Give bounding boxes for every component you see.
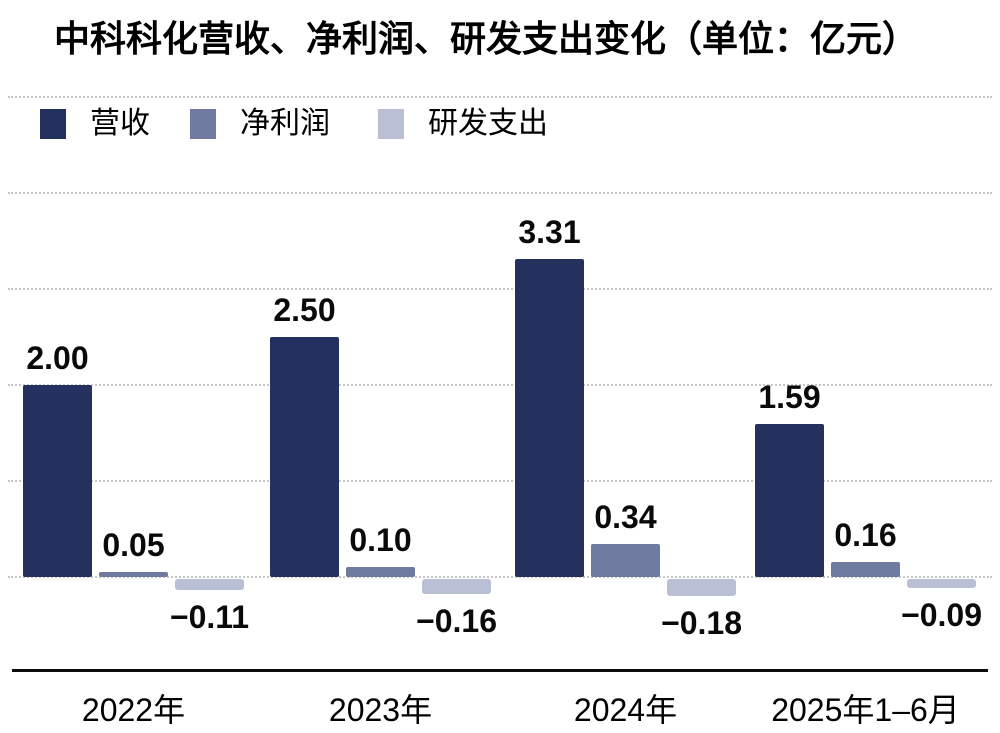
value-label-净利润-2022年: 0.05	[102, 527, 165, 563]
legend-label: 营收	[90, 107, 150, 140]
x-axis-label-2023年: 2023年	[328, 692, 433, 728]
value-label-营收-2025年1–6月: 1.59	[758, 379, 821, 415]
value-label-营收-2023年: 2.50	[273, 292, 336, 328]
bar-营收-2022年	[23, 385, 92, 577]
x-axis-line	[12, 669, 988, 672]
value-label-净利润-2024年: 0.34	[594, 499, 657, 535]
bar-营收-2024年	[515, 259, 584, 577]
bar-研发支出-2022年	[175, 579, 244, 590]
legend-item-rnd-spending: 研发支出	[378, 106, 548, 142]
value-label-研发支出-2022年: −0.11	[169, 599, 250, 635]
gridline	[8, 288, 992, 290]
bar-净利润-2023年	[346, 567, 415, 577]
chart-title: 中科科化营收、净利润、研发支出变化（单位：亿元）	[54, 18, 919, 59]
gridline	[8, 192, 992, 194]
x-axis-label-2022年: 2022年	[81, 692, 186, 728]
value-label-研发支出-2025年1–6月: −0.09	[901, 597, 982, 633]
legend-item-net-profit: 净利润	[190, 106, 330, 142]
rnd-swatch-icon	[378, 109, 404, 139]
gridline	[8, 96, 992, 98]
legend-label: 研发支出	[428, 107, 548, 140]
revenue-swatch-icon	[40, 109, 66, 139]
value-label-研发支出-2023年: −0.16	[416, 603, 497, 639]
value-label-净利润-2025年1–6月: 0.16	[834, 517, 897, 553]
bar-研发支出-2025年1–6月	[907, 579, 976, 588]
bar-营收-2025年1–6月	[755, 424, 824, 577]
gridline	[8, 480, 992, 482]
bar-净利润-2022年	[99, 572, 168, 577]
value-label-营收-2024年: 3.31	[518, 214, 581, 250]
bar-研发支出-2023年	[422, 579, 491, 594]
bar-研发支出-2024年	[667, 579, 736, 596]
legend-item-revenue: 营收	[40, 106, 150, 142]
x-axis-label-2024年: 2024年	[573, 692, 678, 728]
value-label-营收-2022年: 2.00	[26, 340, 89, 376]
zero-baseline-gridline	[8, 576, 992, 578]
bar-营收-2023年	[270, 337, 339, 577]
bar-净利润-2024年	[591, 544, 660, 577]
bar-净利润-2025年1–6月	[831, 562, 900, 577]
gridline	[8, 384, 992, 386]
legend-label: 净利润	[240, 107, 330, 140]
value-label-研发支出-2024年: −0.18	[661, 605, 742, 641]
value-label-净利润-2023年: 0.10	[349, 522, 412, 558]
net-profit-swatch-icon	[190, 109, 216, 139]
x-axis-label-2025年1–6月: 2025年1–6月	[771, 692, 960, 728]
